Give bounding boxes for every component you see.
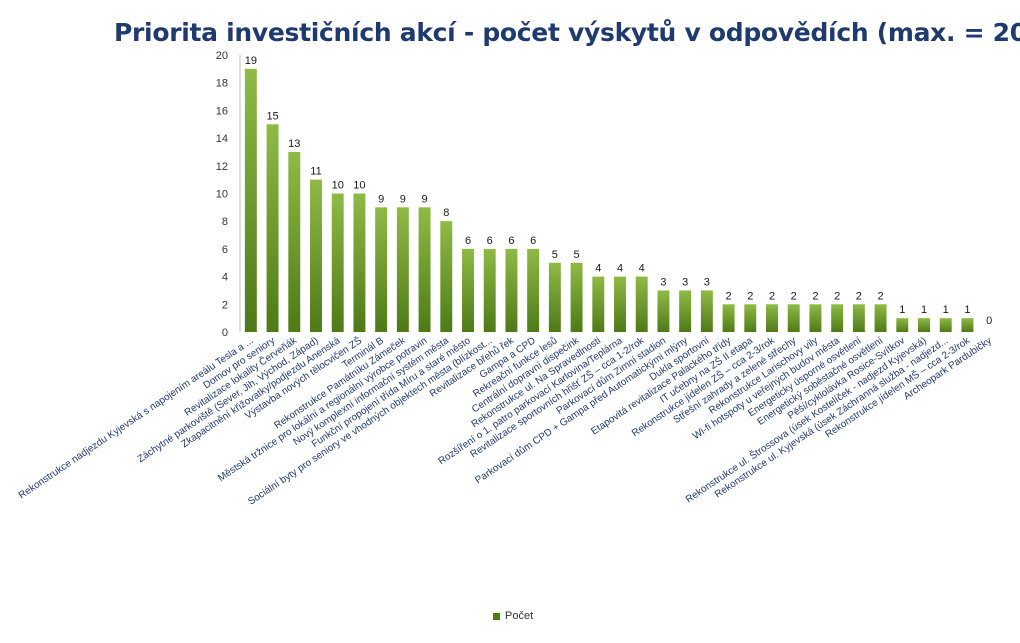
data-label: 9	[422, 193, 428, 205]
chart-title: Priorita investičních akcí - počet výsky…	[114, 18, 1020, 47]
data-label: 6	[530, 235, 536, 247]
bar	[961, 318, 974, 332]
y-tick-label: 20	[216, 50, 228, 62]
y-tick-label: 2	[222, 299, 228, 311]
data-label: 3	[704, 276, 710, 288]
y-tick-label: 12	[216, 161, 228, 173]
data-label: 15	[266, 110, 278, 122]
data-label: 4	[595, 263, 601, 275]
bar	[852, 304, 865, 332]
data-label: 4	[639, 263, 645, 275]
bar	[635, 276, 648, 332]
bar	[874, 304, 887, 332]
bar	[592, 276, 605, 332]
bar	[548, 262, 561, 332]
y-tick-label: 0	[222, 327, 228, 339]
bar	[700, 290, 713, 332]
bar	[353, 193, 366, 332]
data-label: 2	[834, 290, 840, 302]
bar	[614, 276, 626, 332]
bar	[396, 207, 409, 332]
bar	[939, 318, 952, 332]
data-label: 2	[726, 290, 732, 302]
bar	[483, 248, 496, 332]
data-label: 1	[921, 304, 927, 316]
data-label: 4	[617, 263, 623, 275]
y-tick-label: 6	[222, 244, 228, 256]
data-label: 6	[508, 235, 514, 247]
bar	[331, 193, 344, 332]
legend: Počet	[493, 610, 533, 622]
data-label: 6	[465, 235, 471, 247]
y-tick-label: 10	[216, 189, 228, 201]
x-tick-labels-group: Rekonstrukce nadjezdu Kyjevská s napojen…	[17, 333, 994, 508]
data-label: 3	[682, 276, 688, 288]
bars-group	[244, 68, 974, 332]
data-label: 10	[353, 180, 365, 192]
bar	[244, 68, 257, 332]
data-label: 10	[332, 180, 344, 192]
bar	[375, 207, 388, 332]
y-tick-label: 18	[216, 78, 228, 90]
bar	[440, 221, 453, 332]
y-axis: 0 2 4 6 8 10 12 14 16 18 20	[216, 50, 241, 339]
data-label: 1	[943, 304, 949, 316]
data-label: 8	[443, 207, 449, 219]
data-label: 2	[878, 290, 884, 302]
y-tick-label: 16	[216, 105, 228, 117]
data-label: 6	[487, 235, 493, 247]
y-tick-label: 8	[222, 216, 228, 228]
data-label: 2	[747, 290, 753, 302]
data-label: 13	[288, 138, 300, 150]
bar	[266, 124, 279, 332]
data-label: 2	[812, 290, 818, 302]
bar	[527, 248, 540, 332]
bar	[766, 304, 778, 332]
bar	[787, 304, 800, 332]
bar	[831, 304, 844, 332]
data-label: 3	[660, 276, 666, 288]
data-label: 9	[378, 193, 384, 205]
bar	[809, 304, 822, 332]
data-label: 9	[400, 193, 406, 205]
bar	[505, 248, 518, 332]
data-label: 2	[769, 290, 775, 302]
data-label: 19	[245, 55, 257, 67]
bar	[679, 290, 692, 332]
y-tick-label: 4	[222, 272, 228, 284]
bar	[722, 304, 735, 332]
bar	[462, 248, 474, 332]
y-tick-label: 14	[216, 133, 228, 145]
bar	[896, 318, 909, 332]
data-label: 0	[986, 315, 992, 327]
bar	[570, 262, 583, 332]
legend-swatch	[493, 612, 500, 620]
data-label: 2	[856, 290, 862, 302]
bar	[310, 179, 322, 332]
data-label: 5	[552, 249, 558, 261]
bar	[288, 151, 301, 332]
data-label: 2	[791, 290, 797, 302]
data-label: 1	[899, 304, 905, 316]
data-label: 1	[964, 304, 970, 316]
bar	[418, 207, 431, 332]
bar	[744, 304, 757, 332]
legend-label: Počet	[505, 610, 534, 622]
data-label: 5	[574, 249, 580, 261]
bar	[918, 318, 930, 332]
bar	[657, 290, 670, 332]
data-label: 11	[310, 166, 321, 178]
